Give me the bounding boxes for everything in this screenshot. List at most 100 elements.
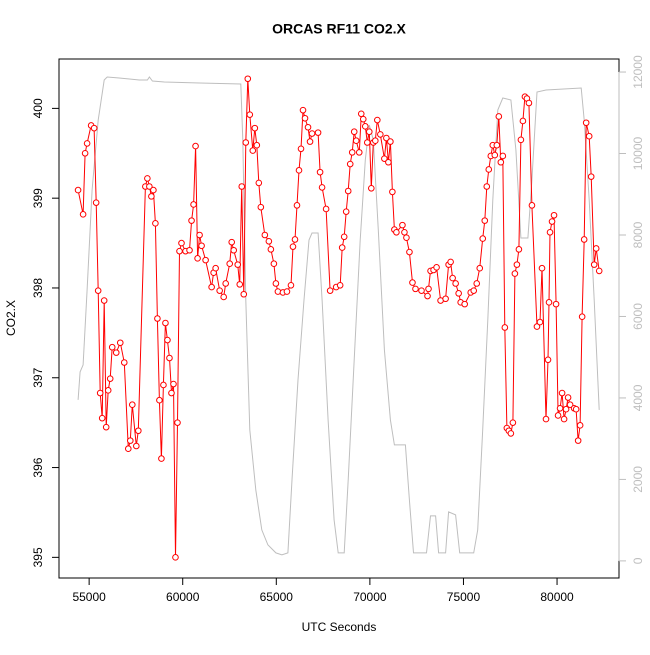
point — [455, 290, 462, 297]
point — [515, 246, 523, 253]
point — [554, 412, 562, 419]
point — [152, 220, 159, 227]
point — [493, 141, 501, 149]
point — [170, 380, 177, 388]
point — [150, 186, 157, 194]
point — [83, 140, 91, 147]
point — [501, 324, 509, 331]
point — [365, 128, 373, 136]
point — [476, 264, 484, 272]
point — [230, 246, 238, 254]
point — [326, 287, 334, 294]
x-tick-label: 75000 — [447, 590, 481, 604]
point — [133, 442, 140, 450]
point — [257, 203, 265, 211]
point — [148, 193, 155, 200]
x-tick-label: 80000 — [540, 590, 574, 604]
point — [186, 246, 193, 254]
point — [98, 414, 106, 422]
y2-tick-label: 8000 — [631, 221, 645, 248]
point — [96, 389, 104, 397]
point — [590, 261, 598, 268]
point — [483, 183, 491, 190]
point — [595, 267, 603, 275]
point — [92, 199, 100, 206]
plot-box — [58, 58, 620, 579]
point — [538, 264, 546, 272]
point — [576, 422, 584, 429]
point — [172, 554, 179, 561]
point — [346, 160, 354, 168]
point — [79, 211, 87, 218]
point — [536, 318, 544, 326]
point — [409, 279, 416, 286]
point — [226, 260, 234, 268]
point — [481, 217, 489, 224]
point — [308, 130, 316, 137]
point — [401, 228, 408, 236]
point — [383, 134, 390, 142]
point — [270, 260, 278, 268]
point — [352, 137, 360, 145]
point — [316, 168, 324, 176]
point — [156, 396, 163, 404]
point — [519, 117, 527, 125]
point — [222, 280, 229, 287]
point — [368, 185, 375, 192]
point — [548, 218, 556, 225]
y2-tick-label: 12000 — [631, 55, 645, 89]
point — [198, 242, 205, 250]
point — [216, 287, 223, 294]
point — [585, 132, 593, 140]
point — [560, 415, 568, 423]
y2-tick-label: 10000 — [631, 137, 645, 171]
point — [246, 111, 254, 118]
point — [461, 300, 468, 308]
point — [81, 149, 89, 157]
point — [74, 186, 82, 194]
point — [511, 270, 519, 277]
point — [265, 237, 273, 245]
point — [348, 149, 356, 156]
point — [166, 354, 173, 362]
point — [162, 319, 169, 327]
point — [202, 256, 209, 264]
point — [479, 235, 487, 242]
point — [304, 123, 312, 131]
point — [357, 110, 365, 118]
point — [164, 336, 171, 344]
point — [174, 419, 181, 426]
point — [314, 129, 322, 136]
point — [220, 293, 227, 301]
point — [499, 152, 507, 160]
point — [176, 247, 183, 255]
point — [517, 136, 525, 144]
point — [507, 430, 515, 437]
point — [350, 128, 358, 136]
y2-tick-label: 2000 — [631, 466, 645, 493]
point — [442, 295, 449, 303]
point — [495, 113, 503, 120]
point — [574, 437, 582, 444]
point — [120, 359, 128, 366]
point — [255, 179, 263, 187]
point — [389, 188, 396, 196]
point — [212, 264, 219, 272]
point — [124, 445, 132, 452]
point — [135, 427, 142, 435]
point — [267, 246, 275, 253]
point — [301, 114, 309, 122]
point — [509, 419, 517, 426]
point — [289, 243, 297, 250]
point — [228, 238, 236, 246]
point — [238, 183, 246, 190]
point — [112, 349, 120, 356]
point — [188, 217, 195, 224]
y-tick-label: 400 — [31, 98, 45, 118]
point — [192, 142, 199, 150]
point — [253, 141, 261, 149]
point — [299, 106, 307, 114]
x-tick-label: 65000 — [260, 590, 294, 604]
